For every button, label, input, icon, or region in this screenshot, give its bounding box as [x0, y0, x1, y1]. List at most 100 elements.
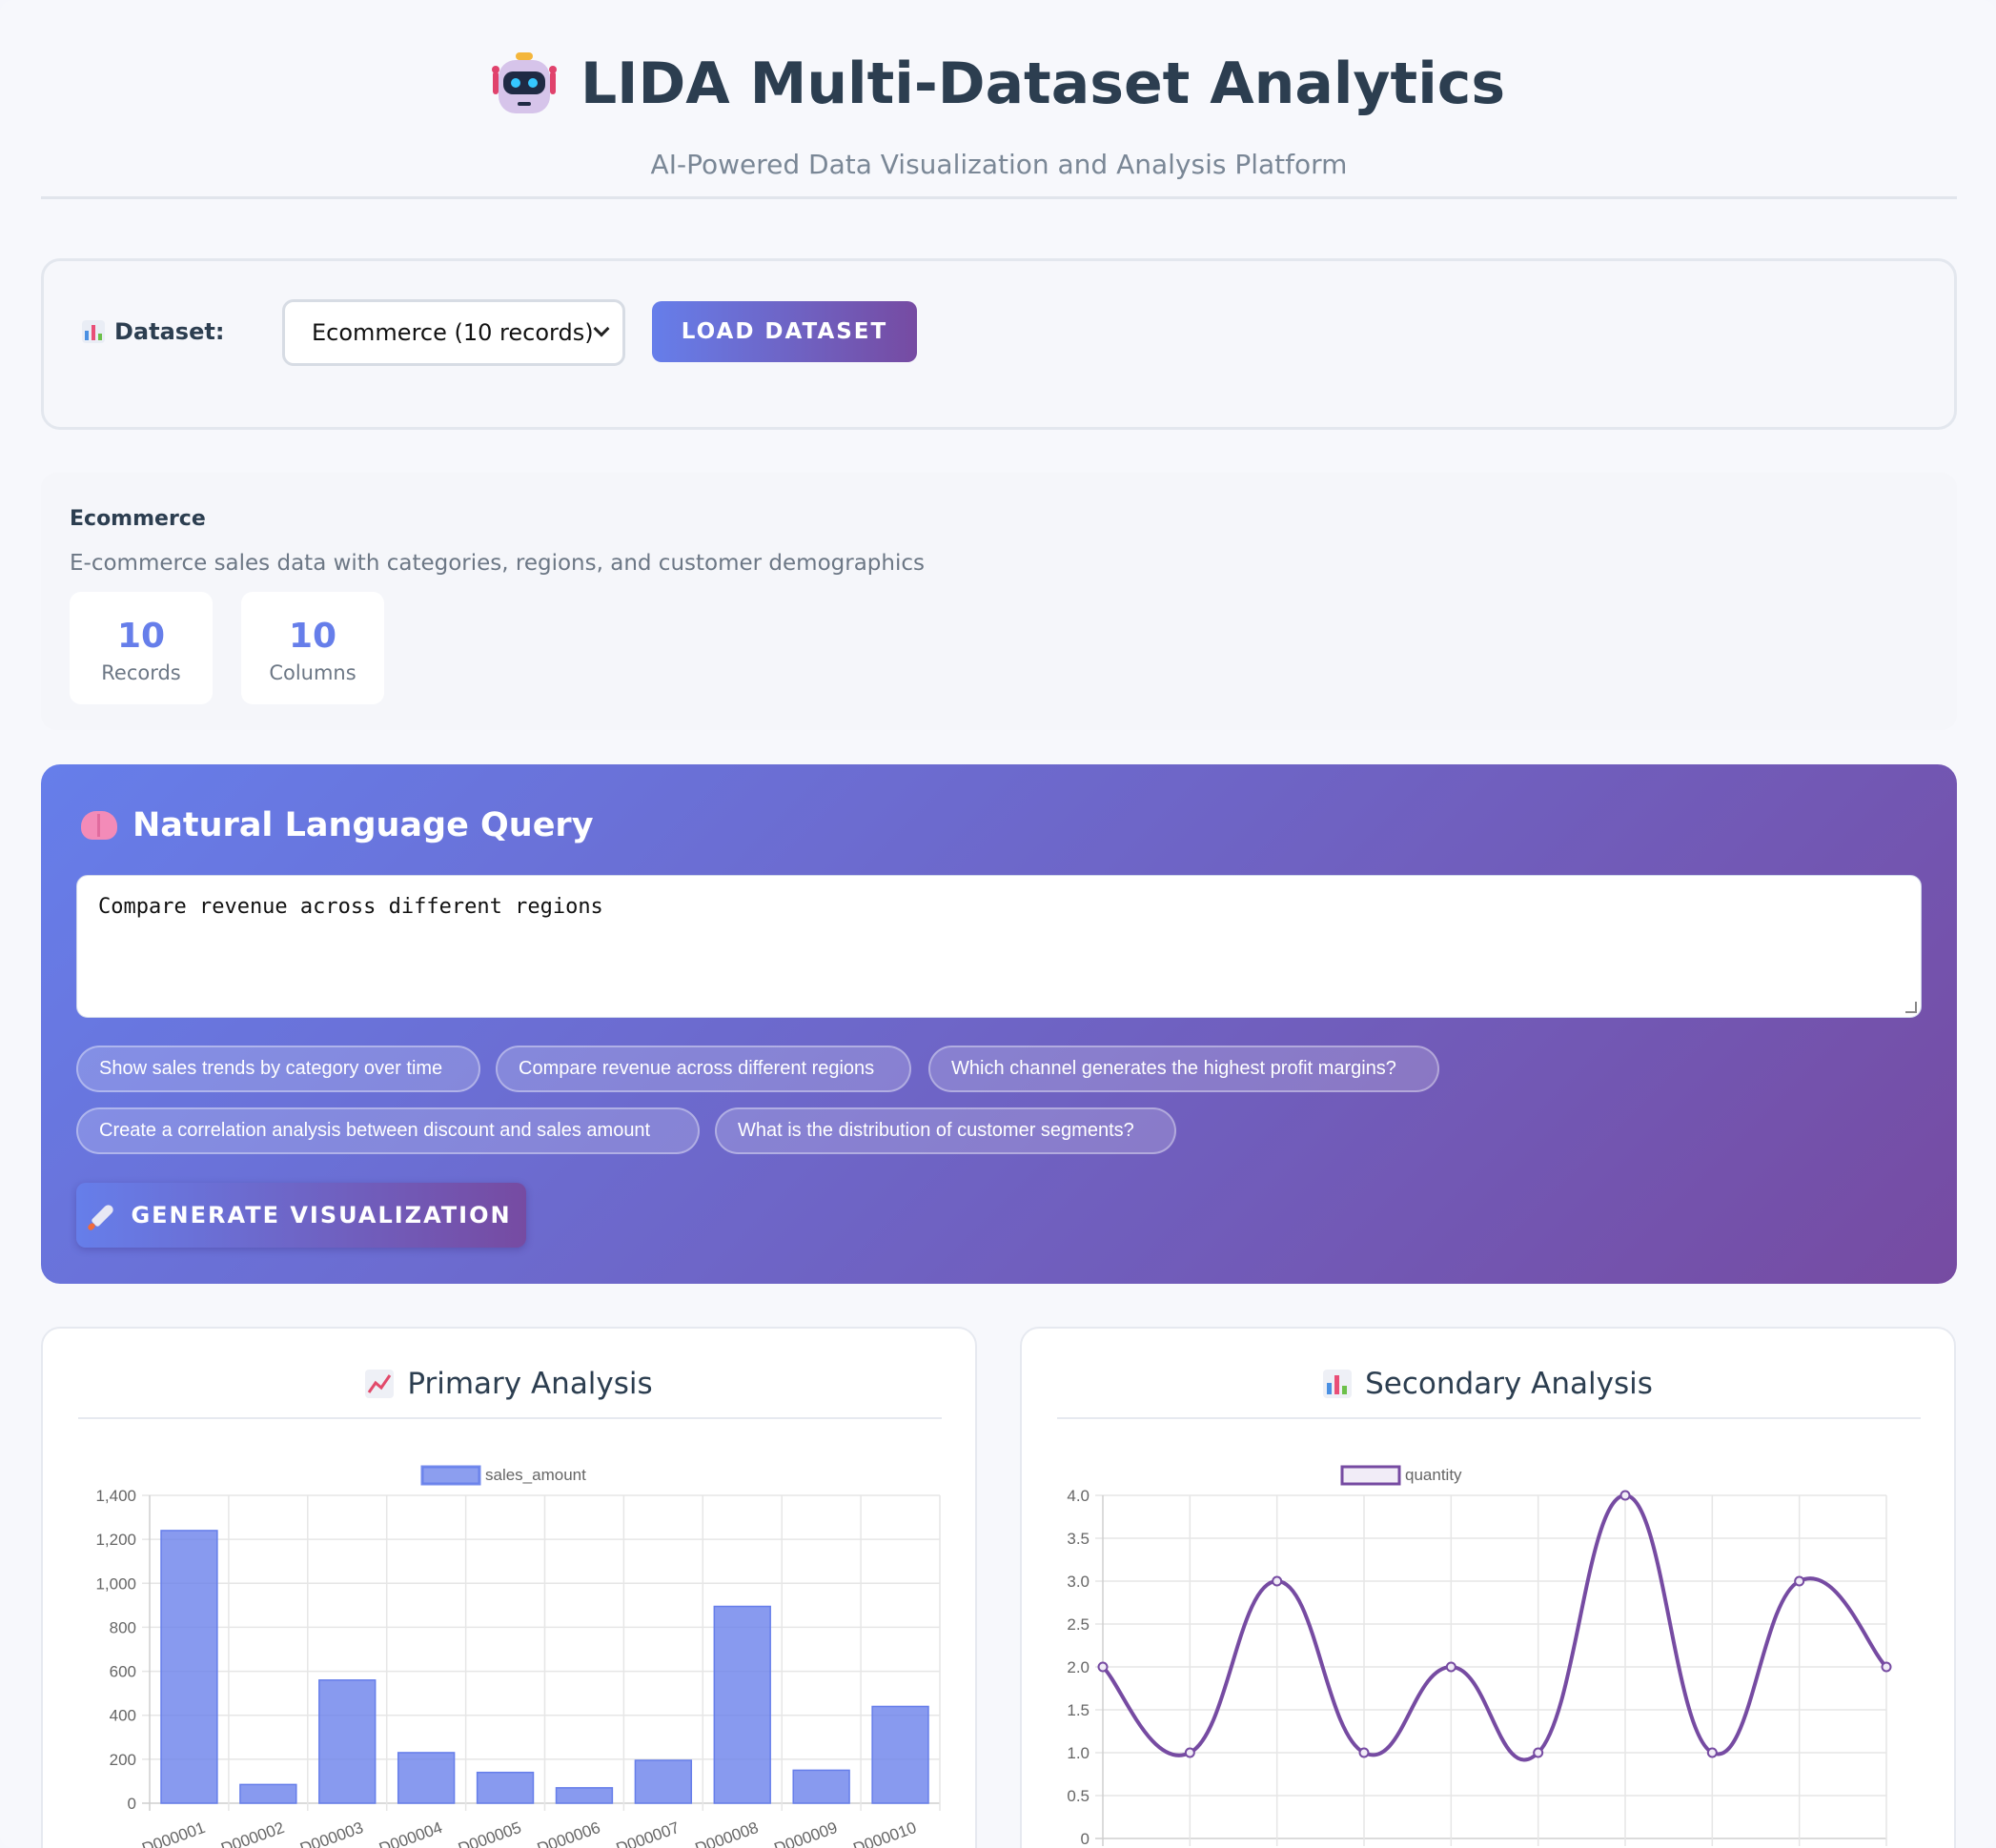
- header-divider: [41, 196, 1957, 199]
- x-tick-label: D000009: [772, 1818, 840, 1848]
- stat-records-value: 10: [116, 617, 166, 656]
- bar: [555, 1787, 614, 1804]
- data-point: [1881, 1661, 1892, 1673]
- dataset-name: Ecommerce: [70, 507, 206, 531]
- suggestion-chip[interactable]: Create a correlation analysis between di…: [76, 1107, 700, 1154]
- primary-analysis-card: Primary Analysis sales_amount 0 200 400 600 8…: [41, 1327, 977, 1848]
- primary-bar-chart: sales_amount 0 200 400 600 800 1,000 1,200 1,400…: [95, 1465, 941, 1848]
- y-tick-label: 1,000: [95, 1574, 136, 1593]
- brain-icon: [81, 811, 117, 840]
- y-tick-label: 0: [128, 1795, 136, 1813]
- page-header: LIDA Multi-Dataset Analytics AI-Powered …: [41, 38, 1957, 180]
- x-tick-label: D000005: [456, 1818, 523, 1848]
- natural-language-query-panel: Natural Language Query Compare revenue a…: [41, 764, 1957, 1284]
- data-point: [1794, 1575, 1805, 1587]
- data-point: [1272, 1575, 1283, 1587]
- robot-icon: [491, 52, 557, 115]
- stat-records-label: Records: [101, 661, 181, 684]
- y-tick-label: 3.0: [1067, 1573, 1090, 1591]
- page-subtitle: AI-Powered Data Visualization and Analys…: [650, 149, 1348, 180]
- y-tick-label: 0: [1081, 1830, 1090, 1848]
- y-tick-label: 1,200: [95, 1531, 136, 1549]
- y-tick-label: 400: [110, 1707, 136, 1725]
- x-tick-label: D000004: [377, 1818, 444, 1848]
- primary-chart-title: Primary Analysis: [407, 1367, 653, 1401]
- dataset-info-panel: Ecommerce E-commerce sales data with cat…: [41, 473, 1957, 730]
- bar-chart-icon: [1323, 1370, 1353, 1398]
- data-point: [1706, 1747, 1718, 1758]
- bar: [476, 1771, 535, 1804]
- secondary-chart-title: Secondary Analysis: [1365, 1367, 1653, 1401]
- primary-chart-header: Primary Analysis: [43, 1367, 975, 1401]
- legend-swatch: [420, 1465, 481, 1486]
- data-point: [1097, 1661, 1109, 1673]
- dataset-description: E-commerce sales data with categories, r…: [70, 551, 925, 576]
- bar: [239, 1783, 297, 1804]
- secondary-line-chart: quantity 0 0.5 1.0 1.5 2.0 2.5 3.0 3.5 4.0: [1067, 1465, 1892, 1848]
- x-tick-label: D000006: [535, 1818, 602, 1848]
- dataset-selector-card: Dataset: Ecommerce (10 records) LOAD DAT…: [41, 258, 1957, 430]
- data-point: [1184, 1747, 1195, 1758]
- y-tick-label: 800: [110, 1618, 136, 1636]
- y-tick-label: 2.0: [1067, 1658, 1090, 1676]
- bar: [634, 1759, 693, 1804]
- y-tick-label: 600: [110, 1663, 136, 1681]
- query-text: Compare revenue across different regions: [98, 895, 603, 919]
- generate-button-label: GENERATE VISUALIZATION: [131, 1202, 512, 1229]
- secondary-analysis-card: Secondary Analysis quantity 0 0.5 1.0 1.5 2.0…: [1020, 1327, 1956, 1848]
- y-tick-label: 3.5: [1067, 1530, 1090, 1548]
- stat-records: 10 Records: [70, 592, 213, 704]
- suggestion-chip[interactable]: What is the distribution of customer seg…: [715, 1107, 1176, 1154]
- chevron-down-icon: [593, 320, 610, 337]
- stat-columns-label: Columns: [269, 661, 356, 684]
- data-point: [1445, 1661, 1456, 1673]
- primary-chart-divider: [78, 1417, 942, 1419]
- title-row: LIDA Multi-Dataset Analytics: [41, 38, 1957, 130]
- data-point: [1358, 1747, 1370, 1758]
- generate-visualization-button[interactable]: GENERATE VISUALIZATION: [76, 1183, 526, 1248]
- y-tick-label: 1.0: [1067, 1744, 1090, 1762]
- bar: [871, 1705, 929, 1804]
- dataset-select[interactable]: Ecommerce (10 records): [282, 299, 625, 366]
- bar: [397, 1752, 456, 1804]
- series-line: [1101, 1493, 1888, 1762]
- query-section-title: Natural Language Query: [81, 806, 594, 844]
- y-tick-label: 4.0: [1067, 1487, 1090, 1505]
- x-tick-label: D000001: [139, 1818, 207, 1848]
- suggestion-chip[interactable]: Show sales trends by category over time: [76, 1046, 480, 1092]
- x-tick-label: D000010: [851, 1818, 919, 1848]
- y-tick-label: 2.5: [1067, 1615, 1090, 1634]
- resize-handle-icon[interactable]: [1905, 1002, 1917, 1013]
- x-tick-label: D000002: [218, 1818, 286, 1848]
- suggestion-chip[interactable]: Compare revenue across different regions: [496, 1046, 911, 1092]
- secondary-chart-divider: [1057, 1417, 1921, 1419]
- stat-columns-value: 10: [288, 617, 337, 656]
- legend-swatch: [1340, 1465, 1401, 1486]
- page-title: LIDA Multi-Dataset Analytics: [580, 51, 1506, 117]
- data-point: [1619, 1490, 1631, 1501]
- y-tick-label: 0.5: [1067, 1787, 1090, 1805]
- dataset-select-value: Ecommerce (10 records): [312, 319, 594, 346]
- stat-columns: 10 Columns: [241, 592, 384, 704]
- bar: [160, 1530, 218, 1804]
- query-title-text: Natural Language Query: [132, 806, 594, 844]
- x-tick-label: D000003: [297, 1818, 365, 1848]
- bar: [792, 1769, 850, 1804]
- query-textarea[interactable]: Compare revenue across different regions: [76, 875, 1922, 1018]
- x-tick-label: D000008: [693, 1818, 761, 1848]
- bar-chart-icon: [82, 320, 105, 343]
- y-tick-label: 200: [110, 1751, 136, 1769]
- legend-label: quantity: [1405, 1466, 1462, 1484]
- suggestion-chip[interactable]: Which channel generates the highest prof…: [928, 1046, 1439, 1092]
- x-tick-label: D000007: [614, 1818, 682, 1848]
- load-dataset-button[interactable]: LOAD DATASET: [652, 301, 917, 362]
- y-tick-label: 1,400: [95, 1487, 136, 1505]
- bar: [713, 1605, 771, 1804]
- dataset-label-text: Dataset:: [114, 318, 225, 345]
- data-point: [1533, 1747, 1544, 1758]
- legend-label: sales_amount: [485, 1466, 586, 1484]
- bar: [318, 1679, 377, 1804]
- y-tick-label: 1.5: [1067, 1701, 1090, 1719]
- secondary-chart-header: Secondary Analysis: [1022, 1367, 1954, 1401]
